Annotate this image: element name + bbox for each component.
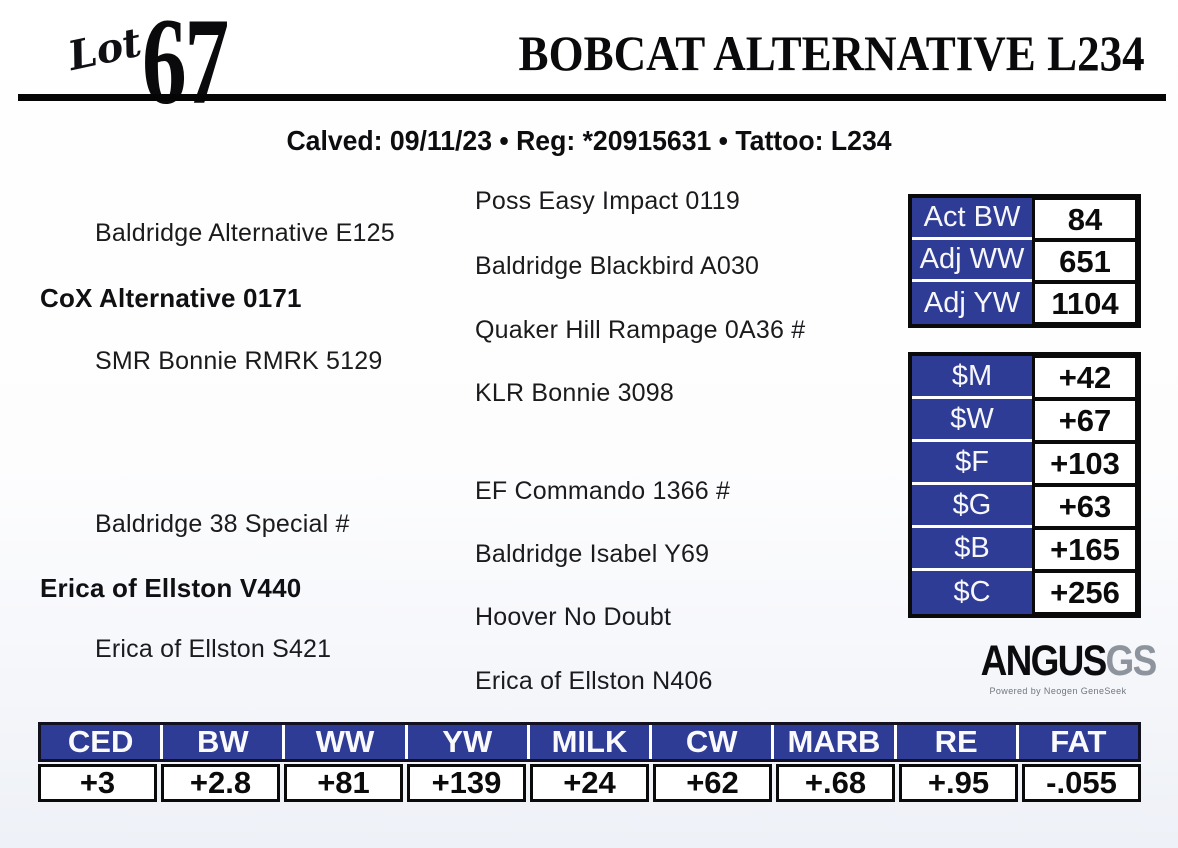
perf-label-adj-ww: Adj WW	[912, 240, 1032, 282]
dollar-label-w: $W	[912, 399, 1032, 442]
perf-value-act-bw: 84	[1032, 198, 1137, 240]
dollar-value-c: +256	[1032, 571, 1137, 614]
logo-brand: ANGUS	[980, 637, 1108, 685]
epd-header-ced: CED	[41, 725, 161, 759]
pedigree-dam-granddam-dam: Erica of Ellston N406	[475, 667, 713, 695]
epd-value-marb: +.68	[776, 764, 895, 802]
perf-value-adj-yw: 1104	[1032, 282, 1137, 324]
table-row: $G +63	[912, 485, 1137, 528]
dollar-value-w: +67	[1032, 399, 1137, 442]
epd-header-fat: FAT	[1018, 725, 1138, 759]
performance-table: Act BW 84 Adj WW 651 Adj YW 1104	[908, 194, 1141, 328]
table-row: Adj YW 1104	[912, 282, 1137, 324]
table-row: $B +165	[912, 528, 1137, 571]
logo-suffix: GS	[1105, 637, 1158, 685]
pedigree-dam-dam: Erica of Ellston S421	[95, 635, 332, 663]
epd-value-ww: +81	[284, 764, 403, 802]
pedigree-sire-dam: SMR Bonnie RMRK 5129	[95, 347, 383, 375]
dollar-value-table: $M +42 $W +67 $F +103 $G +63 $B +165 $C …	[908, 352, 1141, 618]
dollar-label-m: $M	[912, 356, 1032, 399]
epd-value-ced: +3	[38, 764, 157, 802]
table-row: $W +67	[912, 399, 1137, 442]
angus-gs-logo: ANGUSGS Powered by Neogen GeneSeek	[968, 637, 1158, 697]
table-row: Adj WW 651	[912, 240, 1137, 282]
epd-header-bw: BW	[163, 725, 283, 759]
table-row: $F +103	[912, 442, 1137, 485]
epd-header-ww: WW	[285, 725, 405, 759]
header-rule	[18, 94, 1166, 101]
epd-header-yw: YW	[407, 725, 527, 759]
angus-gs-logo-text: ANGUSGS	[980, 637, 1158, 685]
dollar-value-b: +165	[1032, 528, 1137, 571]
epd-value-cw: +62	[653, 764, 772, 802]
dollar-label-g: $G	[912, 485, 1032, 528]
perf-value-adj-ww: 651	[1032, 240, 1137, 282]
pedigree-dam-name: Erica of Ellston V440	[40, 573, 302, 603]
epd-header-cw: CW	[652, 725, 772, 759]
epd-value-re: +.95	[899, 764, 1018, 802]
animal-name-title: BOBCAT ALTERNATIVE L234	[518, 25, 1145, 81]
epd-value-fat: -.055	[1022, 764, 1141, 802]
table-row: $M +42	[912, 356, 1137, 399]
dollar-value-m: +42	[1032, 356, 1137, 399]
pedigree-sire-grandsire-dam: Baldridge Blackbird A030	[475, 252, 760, 280]
pedigree-sire-granddam-dam: KLR Bonnie 3098	[475, 379, 674, 407]
pedigree-sire-granddam-sire: Quaker Hill Rampage 0A36 #	[475, 316, 806, 344]
epd-header-milk: MILK	[529, 725, 650, 759]
pedigree-dam-granddam-sire: Hoover No Doubt	[475, 603, 672, 631]
epd-value-bw: +2.8	[161, 764, 280, 802]
epd-value-milk: +24	[530, 764, 649, 802]
dollar-label-c: $C	[912, 571, 1032, 614]
epd-value-row: +3 +2.8 +81 +139 +24 +62 +.68 +.95 -.055	[38, 764, 1141, 802]
table-row: Act BW 84	[912, 198, 1137, 240]
pedigree-sire-grandsire-sire: Poss Easy Impact 0119	[475, 187, 740, 215]
epd-header-re: RE	[896, 725, 1016, 759]
pedigree-dam-grandsire-sire: EF Commando 1366 #	[475, 477, 731, 505]
epd-header-marb: MARB	[774, 725, 894, 759]
perf-label-adj-yw: Adj YW	[912, 282, 1032, 324]
epd-header-row: CED BW WW YW MILK CW MARB RE FAT	[38, 722, 1141, 762]
dollar-label-f: $F	[912, 442, 1032, 485]
birth-reg-line: Calved: 09/11/23 • Reg: *20915631 • Tatt…	[286, 125, 892, 156]
pedigree-dam-sire: Baldridge 38 Special #	[95, 510, 350, 538]
dollar-value-g: +63	[1032, 485, 1137, 528]
logo-tagline: Powered by Neogen GeneSeek	[989, 686, 1127, 696]
lot-number: 67	[142, 0, 229, 130]
dollar-value-f: +103	[1032, 442, 1137, 485]
dollar-label-b: $B	[912, 528, 1032, 571]
pedigree-dam-grandsire-dam: Baldridge Isabel Y69	[475, 540, 710, 568]
perf-label-act-bw: Act BW	[912, 198, 1032, 240]
epd-value-yw: +139	[407, 764, 526, 802]
epd-table: CED BW WW YW MILK CW MARB RE FAT +3 +2.8…	[38, 722, 1141, 802]
lot-label: Lot	[64, 18, 146, 80]
pedigree-sire-name: CoX Alternative 0171	[40, 283, 302, 313]
table-row: $C +256	[912, 571, 1137, 614]
pedigree-sire-sire: Baldridge Alternative E125	[95, 219, 395, 247]
